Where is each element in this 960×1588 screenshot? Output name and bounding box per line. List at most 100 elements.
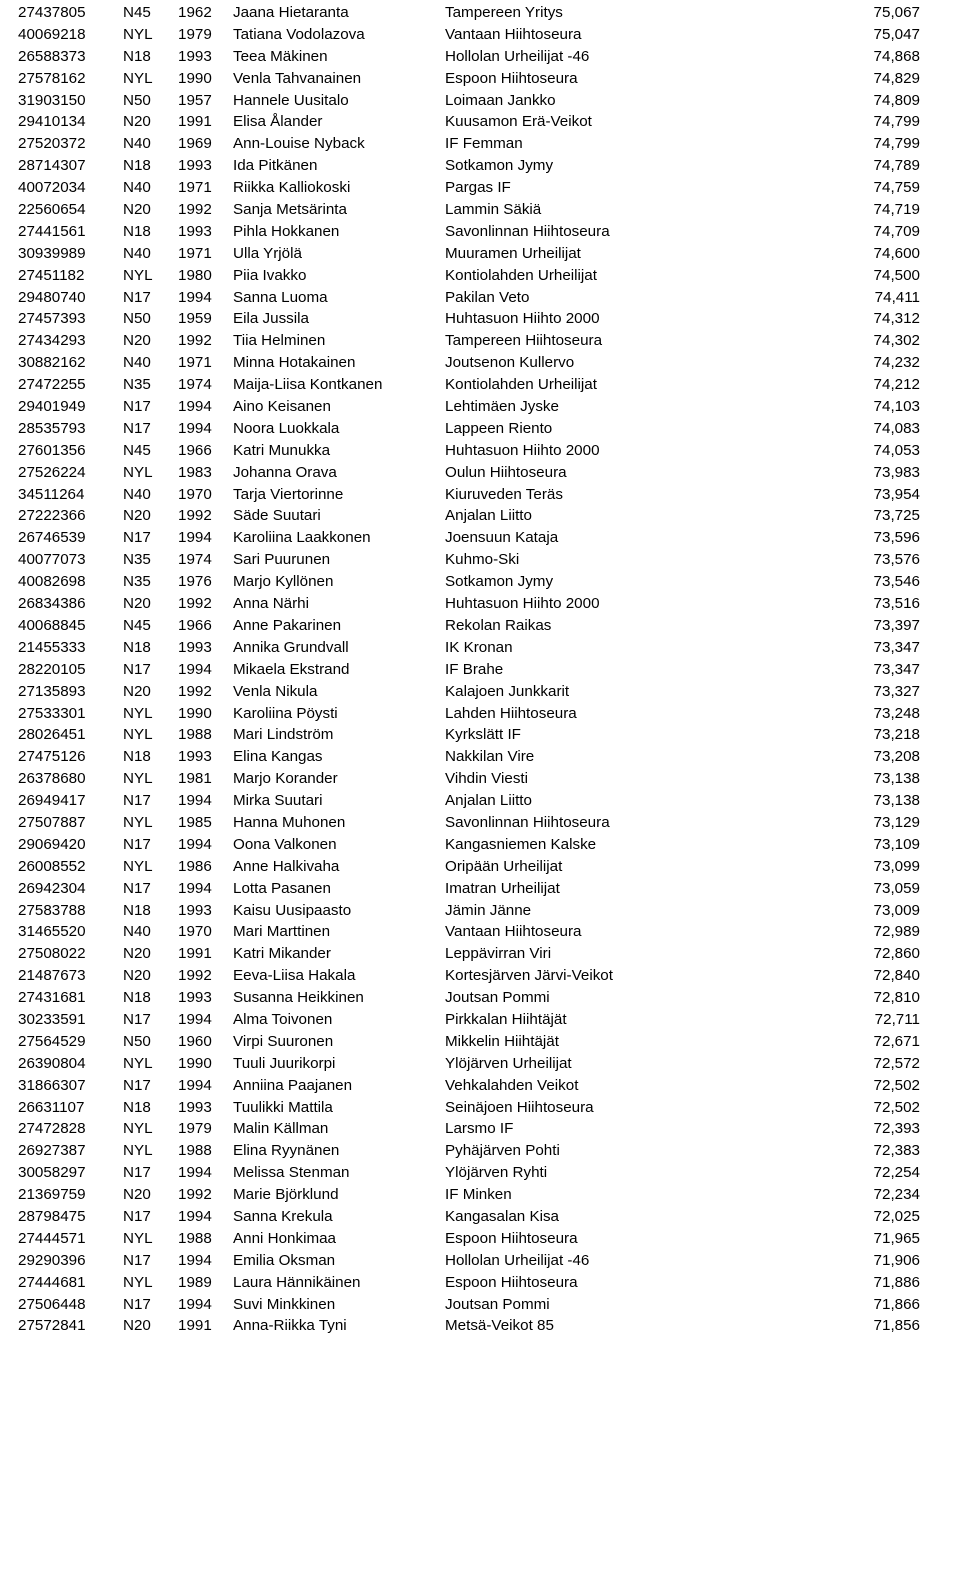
table-row: 30882162N401971Minna HotakainenJoutsenon… <box>0 352 960 374</box>
table-row: 26008552NYL1986Anne HalkivahaOripään Urh… <box>0 856 960 878</box>
id-cell: 27508022 <box>0 943 123 965</box>
club-cell: Sotkamon Jymy <box>445 571 840 593</box>
club-cell: Kangasniemen Kalske <box>445 834 840 856</box>
club-cell: Lehtimäen Jyske <box>445 396 840 418</box>
id-cell: 40072034 <box>0 177 123 199</box>
category-cell: NYL <box>123 1118 178 1140</box>
year-cell: 1988 <box>178 724 233 746</box>
id-cell: 27520372 <box>0 133 123 155</box>
name-cell: Eila Jussila <box>233 308 445 330</box>
club-cell: Hollolan Urheilijat -46 <box>445 1250 840 1272</box>
table-row: 21369759N201992Marie BjörklundIF Minken7… <box>0 1184 960 1206</box>
points-cell: 75,067 <box>840 2 938 24</box>
category-cell: N18 <box>123 900 178 922</box>
id-cell: 27472828 <box>0 1118 123 1140</box>
name-cell: Tuuli Juurikorpi <box>233 1053 445 1075</box>
category-cell: N50 <box>123 308 178 330</box>
club-cell: Espoon Hiihtoseura <box>445 68 840 90</box>
table-row: 27434293N201992Tiia HelminenTampereen Hi… <box>0 330 960 352</box>
points-cell: 72,860 <box>840 943 938 965</box>
points-cell: 74,312 <box>840 308 938 330</box>
club-cell: IK Kronan <box>445 637 840 659</box>
year-cell: 1989 <box>178 1272 233 1294</box>
table-row: 29069420N171994Oona ValkonenKangasniemen… <box>0 834 960 856</box>
name-cell: Säde Suutari <box>233 505 445 527</box>
year-cell: 1970 <box>178 484 233 506</box>
points-cell: 74,829 <box>840 68 938 90</box>
year-cell: 1994 <box>178 659 233 681</box>
year-cell: 1992 <box>178 965 233 987</box>
club-cell: Lappeen Riento <box>445 418 840 440</box>
club-cell: Kalajoen Junkkarit <box>445 681 840 703</box>
club-cell: Anjalan Liitto <box>445 790 840 812</box>
table-row: 27520372N401969Ann-Louise NybackIF Femma… <box>0 133 960 155</box>
year-cell: 1993 <box>178 46 233 68</box>
table-row: 26834386N201992Anna NärhiHuhtasuon Hiiht… <box>0 593 960 615</box>
name-cell: Noora Luokkala <box>233 418 445 440</box>
year-cell: 1992 <box>178 681 233 703</box>
name-cell: Piia Ivakko <box>233 265 445 287</box>
points-cell: 74,809 <box>840 90 938 112</box>
club-cell: Joensuun Kataja <box>445 527 840 549</box>
id-cell: 40068845 <box>0 615 123 637</box>
name-cell: Elisa Ålander <box>233 111 445 133</box>
category-cell: N35 <box>123 374 178 396</box>
id-cell: 27135893 <box>0 681 123 703</box>
club-cell: Sotkamon Jymy <box>445 155 840 177</box>
club-cell: IF Brahe <box>445 659 840 681</box>
name-cell: Marie Björklund <box>233 1184 445 1206</box>
id-cell: 27526224 <box>0 462 123 484</box>
name-cell: Anne Pakarinen <box>233 615 445 637</box>
points-cell: 73,129 <box>840 812 938 834</box>
points-cell: 74,411 <box>840 287 938 309</box>
year-cell: 1994 <box>178 418 233 440</box>
id-cell: 27572841 <box>0 1315 123 1337</box>
points-cell: 74,302 <box>840 330 938 352</box>
id-cell: 34511264 <box>0 484 123 506</box>
year-cell: 1993 <box>178 900 233 922</box>
points-cell: 74,719 <box>840 199 938 221</box>
year-cell: 1994 <box>178 287 233 309</box>
id-cell: 40082698 <box>0 571 123 593</box>
id-cell: 26942304 <box>0 878 123 900</box>
table-row: 29410134N201991Elisa ÅlanderKuusamon Erä… <box>0 111 960 133</box>
points-cell: 73,347 <box>840 637 938 659</box>
name-cell: Lotta Pasanen <box>233 878 445 900</box>
points-cell: 73,397 <box>840 615 938 637</box>
year-cell: 1994 <box>178 1294 233 1316</box>
points-cell: 74,759 <box>840 177 938 199</box>
year-cell: 1994 <box>178 396 233 418</box>
points-cell: 72,025 <box>840 1206 938 1228</box>
category-cell: N20 <box>123 199 178 221</box>
points-cell: 74,083 <box>840 418 938 440</box>
id-cell: 21487673 <box>0 965 123 987</box>
points-cell: 74,799 <box>840 111 938 133</box>
name-cell: Kaisu Uusipaasto <box>233 900 445 922</box>
table-row: 31465520N401970Mari MarttinenVantaan Hii… <box>0 921 960 943</box>
id-cell: 28798475 <box>0 1206 123 1228</box>
id-cell: 28535793 <box>0 418 123 440</box>
id-cell: 27472255 <box>0 374 123 396</box>
category-cell: N20 <box>123 681 178 703</box>
category-cell: N17 <box>123 287 178 309</box>
points-cell: 73,347 <box>840 659 938 681</box>
points-cell: 73,059 <box>840 878 938 900</box>
points-cell: 73,109 <box>840 834 938 856</box>
points-cell: 74,232 <box>840 352 938 374</box>
id-cell: 27475126 <box>0 746 123 768</box>
table-row: 28026451NYL1988Mari LindströmKyrkslätt I… <box>0 724 960 746</box>
id-cell: 27441561 <box>0 221 123 243</box>
category-cell: NYL <box>123 1053 178 1075</box>
points-cell: 71,906 <box>840 1250 938 1272</box>
year-cell: 1990 <box>178 68 233 90</box>
club-cell: Oripään Urheilijat <box>445 856 840 878</box>
category-cell: N18 <box>123 46 178 68</box>
year-cell: 1971 <box>178 177 233 199</box>
id-cell: 31465520 <box>0 921 123 943</box>
club-cell: Ylöjärven Urheilijat <box>445 1053 840 1075</box>
table-row: 22560654N201992Sanja MetsärintaLammin Sä… <box>0 199 960 221</box>
year-cell: 1974 <box>178 374 233 396</box>
name-cell: Venla Nikula <box>233 681 445 703</box>
club-cell: Rekolan Raikas <box>445 615 840 637</box>
category-cell: N35 <box>123 571 178 593</box>
